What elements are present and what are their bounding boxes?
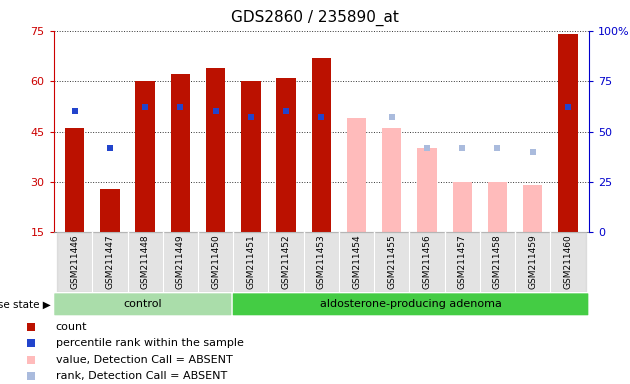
Text: GSM211446: GSM211446 [70, 234, 79, 289]
Bar [312, 58, 331, 232]
Bar [93, 232, 127, 292]
Text: GSM211448: GSM211448 [140, 234, 150, 289]
Bar [374, 232, 410, 292]
Text: aldosterone-producing adenoma: aldosterone-producing adenoma [319, 299, 501, 310]
Text: GSM211450: GSM211450 [211, 234, 220, 289]
Text: GSM211451: GSM211451 [246, 234, 255, 289]
Bar [304, 232, 339, 292]
Bar [382, 128, 401, 232]
Text: GSM211449: GSM211449 [176, 234, 185, 289]
Text: percentile rank within the sample: percentile rank within the sample [56, 338, 244, 348]
Text: value, Detection Call = ABSENT: value, Detection Call = ABSENT [56, 354, 232, 364]
Text: GSM211452: GSM211452 [282, 234, 290, 289]
Bar [558, 34, 578, 232]
Text: GDS2860 / 235890_at: GDS2860 / 235890_at [231, 10, 399, 26]
Bar [241, 81, 261, 232]
Bar [347, 118, 366, 232]
Bar [171, 74, 190, 232]
Bar [452, 182, 472, 232]
Bar [206, 68, 226, 232]
Bar [550, 232, 585, 292]
Bar [57, 232, 93, 292]
Bar [100, 189, 120, 232]
Text: GSM211456: GSM211456 [423, 234, 432, 289]
Bar [163, 232, 198, 292]
Bar [65, 128, 84, 232]
Text: GSM211455: GSM211455 [387, 234, 396, 289]
Bar [523, 185, 542, 232]
Text: GSM211453: GSM211453 [317, 234, 326, 289]
Bar [233, 232, 268, 292]
Bar [417, 148, 437, 232]
Bar [515, 232, 550, 292]
Bar [135, 81, 155, 232]
FancyBboxPatch shape [232, 293, 588, 315]
Bar [480, 232, 515, 292]
Bar [268, 232, 304, 292]
Text: disease state ▶: disease state ▶ [0, 299, 50, 310]
Bar [339, 232, 374, 292]
Bar [488, 182, 507, 232]
Bar [445, 232, 480, 292]
Bar [277, 78, 295, 232]
Text: count: count [56, 322, 88, 332]
FancyBboxPatch shape [54, 293, 231, 315]
Bar [198, 232, 233, 292]
Bar [410, 232, 445, 292]
Text: GSM211454: GSM211454 [352, 234, 361, 289]
Text: rank, Detection Call = ABSENT: rank, Detection Call = ABSENT [56, 371, 227, 381]
Text: GSM211459: GSM211459 [528, 234, 537, 289]
Bar [127, 232, 163, 292]
Text: GSM211457: GSM211457 [458, 234, 467, 289]
Text: GSM211460: GSM211460 [563, 234, 573, 289]
Text: control: control [123, 299, 162, 310]
Text: GSM211447: GSM211447 [105, 234, 115, 289]
Text: GSM211458: GSM211458 [493, 234, 502, 289]
Bar [347, 118, 366, 232]
